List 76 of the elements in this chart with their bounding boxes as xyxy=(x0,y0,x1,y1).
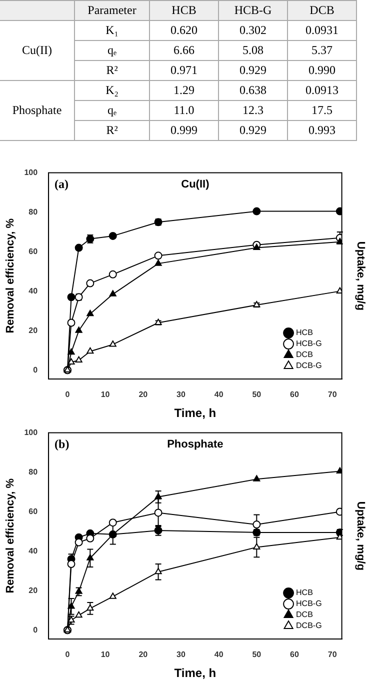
text: Phosphate xyxy=(0,80,74,140)
text: 0.0913 xyxy=(306,83,338,97)
x-tick-label: 0 xyxy=(65,650,70,660)
x-tick-label: 40 xyxy=(214,390,224,400)
y-tick-label: 80 xyxy=(28,467,38,476)
y-tick-label: 20 xyxy=(28,586,38,595)
x-tick-label: 50 xyxy=(252,650,262,660)
text: 0.990 xyxy=(308,63,336,77)
legend-label: HCB-G xyxy=(296,599,322,608)
text: 0.302 xyxy=(240,23,266,37)
x-tick-label: 0 xyxy=(65,390,70,400)
x-tick-label: 30 xyxy=(176,390,186,400)
text: 0.620 xyxy=(170,23,198,37)
category-label: K₁ xyxy=(106,23,118,37)
text: 12.3 xyxy=(242,103,264,117)
category-label: DCB xyxy=(288,0,356,20)
annotation: (b) xyxy=(54,436,70,451)
legend-label: DCB xyxy=(296,350,313,360)
text: 0.638 xyxy=(240,83,266,97)
text: 5.08 xyxy=(242,43,264,57)
text: 0.971 xyxy=(170,63,198,77)
category-label: qₑ xyxy=(107,103,117,117)
legend-label: DCB-G xyxy=(296,361,322,370)
x-tick-label: 20 xyxy=(138,390,148,400)
text: Cu(II) xyxy=(181,178,210,190)
x-tick-label: 20 xyxy=(138,650,148,660)
text: Phosphate xyxy=(167,438,224,450)
y-tick-label: 60 xyxy=(28,506,38,516)
annotation: (a) xyxy=(54,176,69,191)
legend-label: DCB xyxy=(296,610,313,620)
x-tick-label: 30 xyxy=(176,650,186,660)
legend-label: HCB-G xyxy=(296,339,322,348)
text: 0.929 xyxy=(240,63,266,77)
category-label: HCB xyxy=(150,0,218,20)
x-tick-label: 10 xyxy=(100,390,110,400)
category-label: K₂ xyxy=(106,83,118,97)
y-tick-label: 60 xyxy=(28,246,38,256)
y-axis-title: Removal efficiency, % xyxy=(4,478,17,594)
y-tick-label: 0 xyxy=(33,365,38,374)
y-tick-label: 40 xyxy=(28,286,38,296)
x-tick-label: 40 xyxy=(214,650,224,660)
text: 0.0931 xyxy=(306,23,338,37)
x-tick-label: 10 xyxy=(100,650,110,660)
text: 0.929 xyxy=(240,123,266,137)
text: Cu(II) xyxy=(0,20,74,80)
text: Parameter xyxy=(74,0,150,20)
x-tick-label: 60 xyxy=(290,650,300,660)
x-tick-label: 60 xyxy=(290,390,300,400)
y-axis-title: Removal efficiency, % xyxy=(4,218,17,334)
x-axis-title: Time, h xyxy=(174,666,216,680)
text: 17.5 xyxy=(312,103,332,117)
text: 11.0 xyxy=(174,103,194,117)
y-tick-label: 20 xyxy=(28,326,38,335)
y-tick-label: 100 xyxy=(24,428,38,438)
text: 0.993 xyxy=(308,123,336,137)
x-tick-label: 50 xyxy=(252,390,262,400)
y2-axis-title: Uptake, mg/g xyxy=(354,501,366,570)
legend-label: HCB xyxy=(296,588,313,598)
y-tick-label: 40 xyxy=(28,546,38,556)
category-label: R² xyxy=(106,63,118,77)
y-tick-label: 0 xyxy=(33,625,38,634)
y-tick-label: 80 xyxy=(28,207,38,216)
legend-label: DCB-G xyxy=(296,621,322,630)
text: 6.66 xyxy=(174,43,194,57)
y-tick-label: 100 xyxy=(24,168,38,178)
x-tick-label: 70 xyxy=(328,390,338,400)
y2-axis-title: Uptake, mg/g xyxy=(354,241,366,310)
text: 0.999 xyxy=(170,123,198,137)
category-label: qₑ xyxy=(107,43,117,57)
x-tick-label: 70 xyxy=(328,650,338,660)
category-label: R² xyxy=(106,123,118,137)
x-axis-title: Time, h xyxy=(174,406,216,420)
legend-label: HCB xyxy=(296,328,313,338)
category-label: HCB-G xyxy=(218,0,288,20)
text: 1.29 xyxy=(174,83,194,97)
text: 5.37 xyxy=(312,43,332,57)
